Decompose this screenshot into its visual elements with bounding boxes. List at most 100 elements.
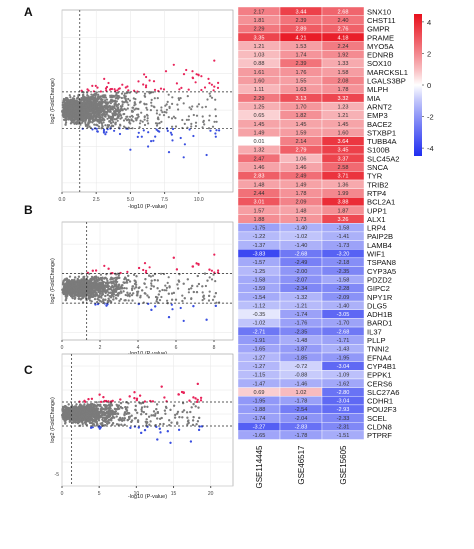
data-point (168, 116, 170, 118)
data-point (125, 294, 127, 296)
data-point (153, 285, 155, 287)
data-point (127, 107, 129, 109)
data-point (126, 287, 128, 289)
data-point (66, 109, 68, 111)
data-point (131, 107, 133, 109)
data-point (215, 136, 217, 138)
data-point (62, 289, 64, 291)
data-point (78, 295, 80, 297)
data-point (80, 97, 82, 99)
data-point (65, 120, 67, 122)
data-point (188, 288, 190, 290)
data-point (117, 120, 119, 122)
data-point (71, 293, 73, 295)
data-point (97, 283, 99, 285)
data-point (91, 102, 93, 104)
data-point (121, 97, 123, 99)
data-point (107, 294, 109, 296)
data-point (114, 123, 116, 125)
x-tick-label: 6 (175, 345, 178, 351)
data-point (111, 116, 113, 118)
data-point (70, 105, 72, 107)
data-point (186, 119, 188, 121)
data-point (209, 291, 211, 293)
data-point (215, 129, 217, 131)
data-point (68, 99, 70, 101)
data-point (98, 107, 100, 109)
data-point (122, 113, 124, 115)
data-point (86, 276, 88, 278)
data-point (98, 122, 100, 124)
data-point (156, 298, 158, 300)
data-point (132, 116, 134, 118)
data-point (209, 93, 211, 95)
data-point (144, 124, 146, 126)
data-point (95, 294, 97, 296)
data-point (65, 299, 67, 301)
data-point (184, 297, 186, 299)
data-point (168, 316, 170, 318)
x-axis-label: -log10 (P-value) (128, 204, 167, 210)
data-point (97, 109, 99, 111)
data-point (77, 113, 79, 115)
data-point (171, 96, 173, 98)
data-point (94, 113, 96, 115)
data-point (154, 136, 156, 138)
data-point (113, 130, 115, 132)
data-point (144, 262, 146, 264)
panel-label: B (24, 203, 33, 217)
data-point (195, 125, 197, 127)
data-point (195, 122, 197, 124)
data-point (198, 74, 200, 76)
data-point (66, 282, 68, 284)
data-point (127, 275, 129, 277)
data-point (147, 145, 149, 147)
data-point (97, 95, 99, 97)
data-point (86, 101, 88, 103)
data-point (106, 107, 108, 109)
data-point (63, 109, 65, 111)
data-point (131, 289, 133, 291)
data-point (139, 122, 141, 124)
data-point (74, 121, 76, 123)
data-point (76, 104, 78, 106)
data-point (132, 292, 134, 294)
data-point (102, 300, 104, 302)
data-point (68, 112, 70, 114)
data-point (167, 282, 169, 284)
data-point (212, 299, 214, 301)
data-point (171, 134, 173, 136)
data-point (103, 94, 105, 96)
data-point (120, 290, 122, 292)
y-axis-label: log2 (FoldChange) (50, 258, 56, 304)
data-point (214, 99, 216, 101)
data-point (121, 93, 123, 95)
data-point (145, 84, 147, 86)
data-point (145, 286, 147, 288)
data-point (202, 115, 204, 117)
data-point (214, 132, 216, 134)
data-point (82, 291, 84, 293)
data-point (132, 285, 134, 287)
data-point (168, 285, 170, 287)
data-point (103, 106, 105, 108)
data-point (98, 119, 100, 121)
data-point (203, 295, 205, 297)
data-point (133, 90, 135, 92)
data-point (105, 89, 107, 91)
data-point (193, 114, 195, 116)
data-point (170, 132, 172, 134)
data-point (85, 123, 87, 125)
data-point (171, 139, 173, 141)
data-point (104, 284, 106, 286)
data-point (104, 115, 106, 117)
data-point (144, 103, 146, 105)
data-point (150, 309, 152, 311)
data-point (193, 291, 195, 293)
data-point (94, 103, 96, 105)
data-point (81, 294, 83, 296)
data-point (72, 105, 74, 107)
data-point (184, 123, 186, 125)
data-point (90, 106, 92, 108)
